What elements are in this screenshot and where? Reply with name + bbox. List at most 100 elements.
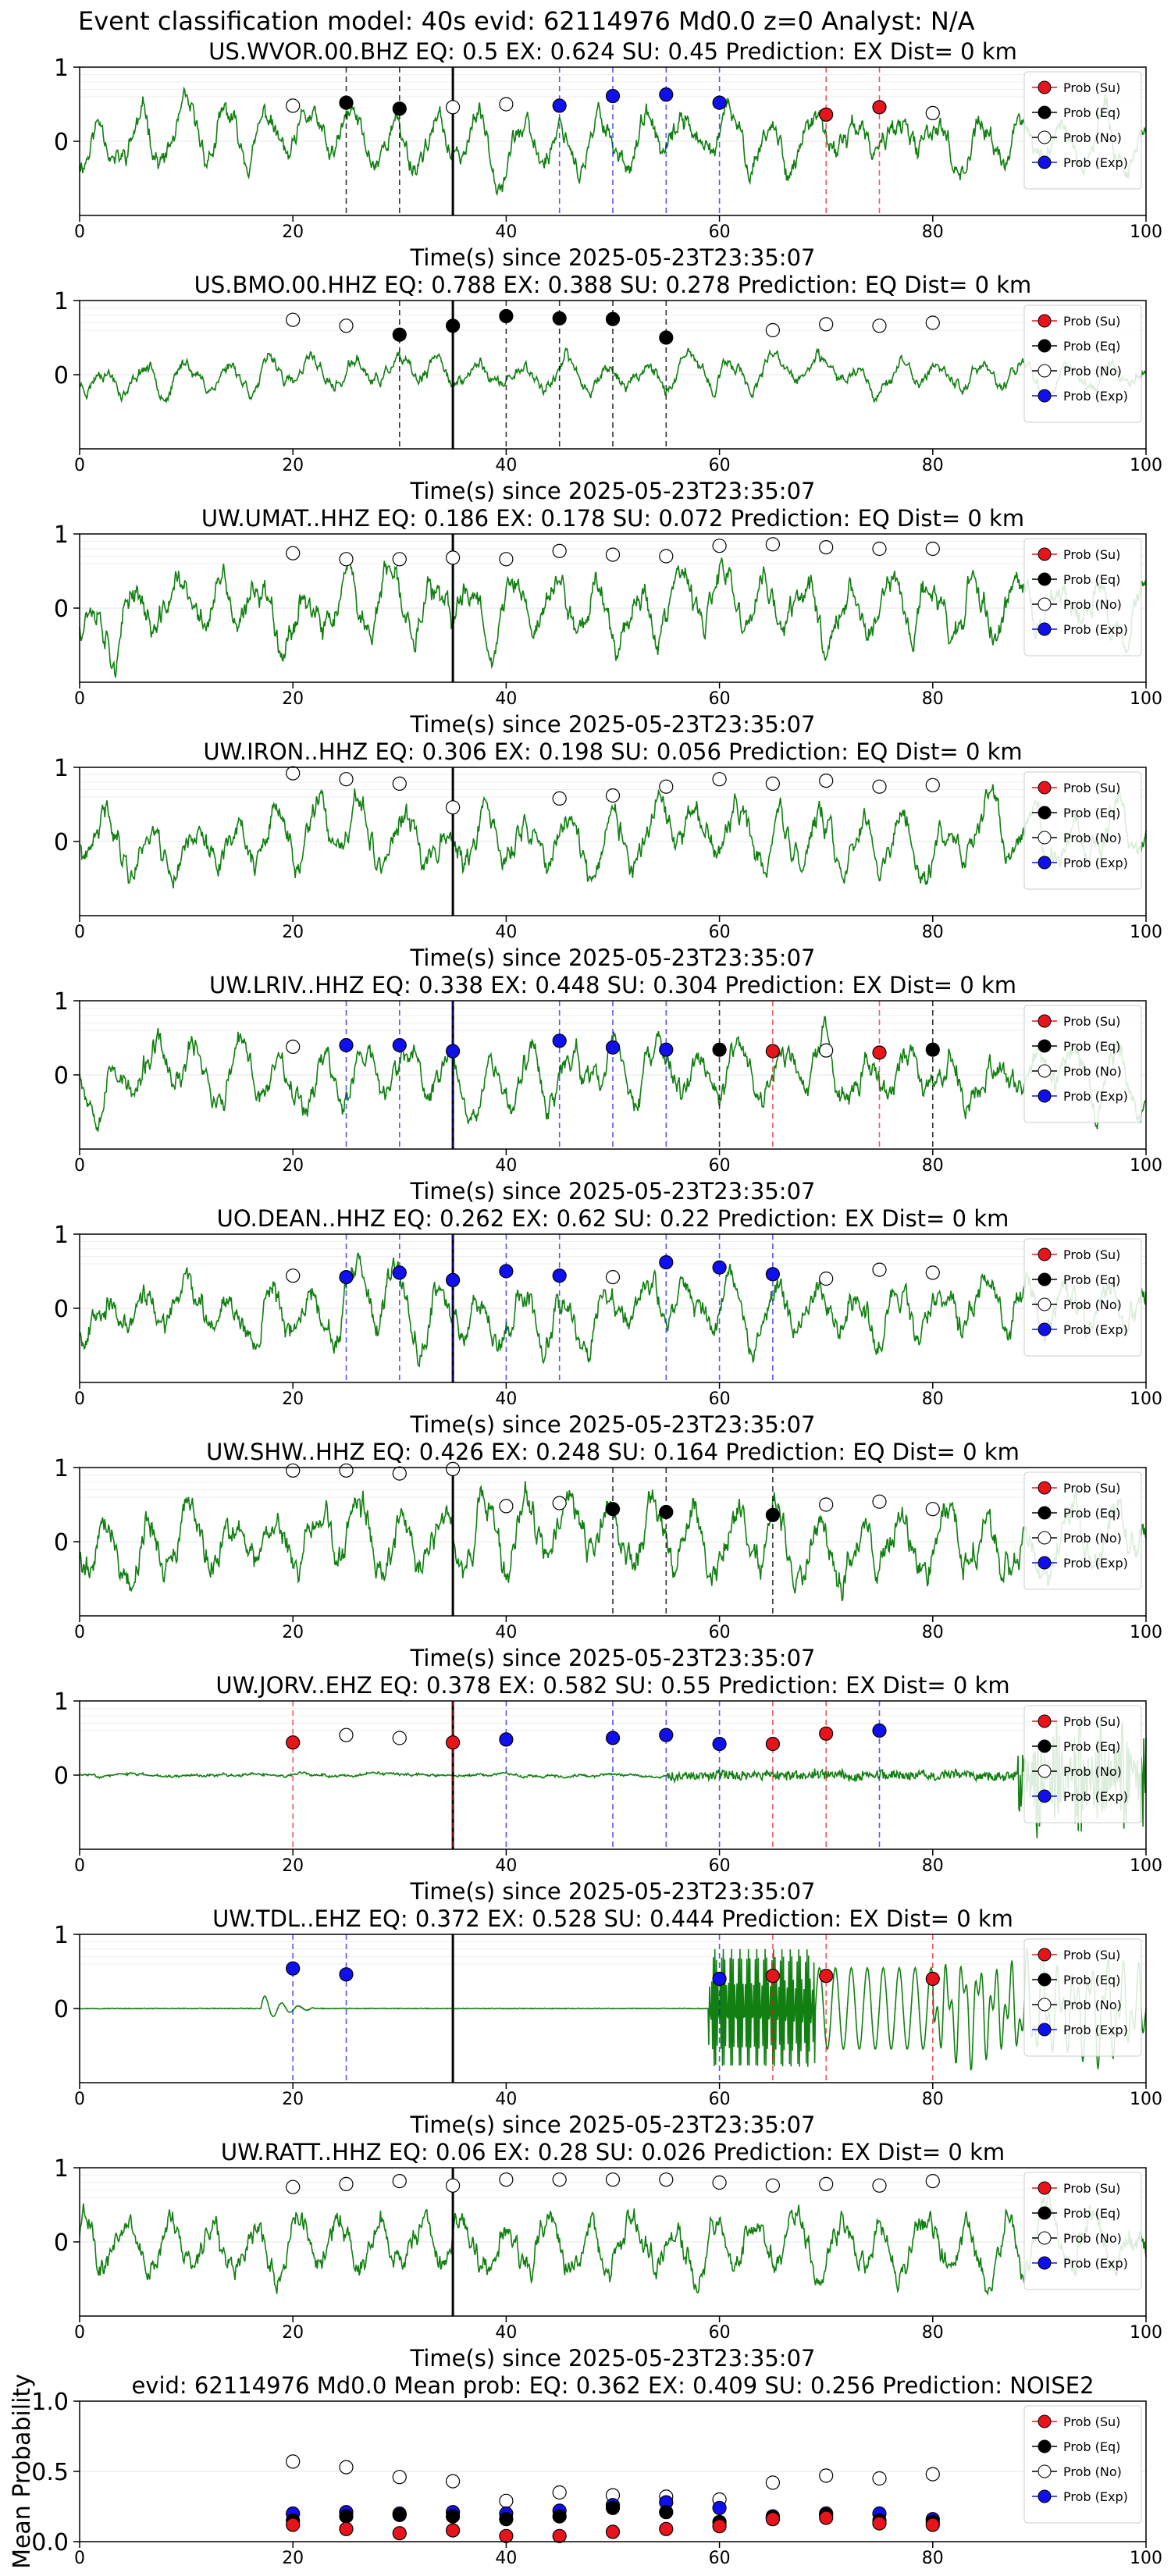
prob-marker-no bbox=[286, 2179, 301, 2194]
prob-marker-no bbox=[605, 1269, 621, 1285]
y-tick-label: 0 bbox=[54, 829, 69, 856]
legend-label: Prob (No) bbox=[1063, 1998, 1122, 2012]
legend-marker bbox=[1038, 155, 1052, 169]
legend-box bbox=[1023, 1471, 1142, 1590]
x-tick-label: 40 bbox=[495, 2090, 517, 2109]
y-tick-label: 1 bbox=[54, 988, 69, 1016]
prob-marker-eq bbox=[605, 1502, 621, 1517]
x-tick-label: 80 bbox=[922, 2549, 944, 2568]
mean-prob-point bbox=[605, 2500, 621, 2515]
prob-marker-exp bbox=[712, 1260, 727, 1275]
legend-marker bbox=[1038, 1714, 1052, 1728]
prob-marker-no bbox=[872, 1262, 887, 1277]
legend-marker bbox=[1038, 2231, 1052, 2245]
mean-prob-point bbox=[925, 2517, 940, 2532]
prob-marker-no bbox=[445, 550, 461, 565]
legend-marker bbox=[1038, 1764, 1052, 1778]
x-tick-label: 80 bbox=[922, 689, 944, 709]
mean-prob-point bbox=[552, 2485, 567, 2500]
prob-marker-exp bbox=[712, 95, 727, 110]
legend-label: Prob (Su) bbox=[1063, 547, 1120, 562]
chart-panel-7: UW.SHW..HHZ EQ: 0.426 EX: 0.248 SU: 0.16… bbox=[54, 1439, 1162, 1671]
y-tick-label: 0 bbox=[54, 362, 69, 390]
prob-marker-no bbox=[712, 772, 727, 787]
x-tick-label: 80 bbox=[922, 2090, 944, 2109]
legend-box bbox=[1023, 771, 1142, 890]
prob-marker-exp bbox=[499, 1732, 514, 1747]
prob-marker-exp bbox=[445, 1044, 461, 1059]
x-tick-label: 20 bbox=[282, 689, 304, 709]
legend-label: Prob (Su) bbox=[1063, 1247, 1120, 1262]
prob-marker-no bbox=[286, 1268, 301, 1283]
panel-title: US.BMO.00.HHZ EQ: 0.788 EX: 0.388 SU: 0.… bbox=[194, 272, 1032, 298]
prob-marker-no bbox=[499, 2172, 514, 2187]
panel-title: UW.SHW..HHZ EQ: 0.426 EX: 0.248 SU: 0.16… bbox=[206, 1439, 1020, 1465]
x-tick-label: 100 bbox=[1130, 2323, 1162, 2343]
x-tick-label: 0 bbox=[74, 2549, 85, 2568]
legend-box bbox=[1023, 304, 1142, 423]
x-tick-label: 0 bbox=[74, 1156, 85, 1176]
x-tick-label: 20 bbox=[282, 2090, 304, 2109]
prob-marker-no bbox=[659, 549, 674, 564]
legend-label: Prob (No) bbox=[1063, 597, 1122, 612]
legend-marker bbox=[1038, 1039, 1052, 1053]
legend-marker bbox=[1038, 1789, 1052, 1803]
x-tick-label: 60 bbox=[709, 2323, 731, 2343]
x-tick-label: 80 bbox=[922, 456, 944, 475]
mean-prob-point bbox=[872, 2516, 887, 2531]
y-tick-label: 1 bbox=[54, 1222, 69, 1249]
x-tick-label: 100 bbox=[1130, 222, 1162, 242]
legend-label: Prob (Exp) bbox=[1063, 622, 1128, 637]
legend-label: Prob (Exp) bbox=[1063, 2023, 1128, 2037]
legend-label: Prob (Exp) bbox=[1063, 1556, 1128, 1571]
prob-marker-no bbox=[765, 776, 781, 792]
prob-marker-no bbox=[872, 318, 887, 333]
x-tick-label: 0 bbox=[74, 689, 85, 709]
prob-marker-no bbox=[819, 1271, 834, 1286]
y-tick-label: 0 bbox=[54, 1062, 69, 1090]
legend-marker bbox=[1038, 1973, 1052, 1987]
x-tick-label: 60 bbox=[709, 689, 731, 709]
y-tick-label: 1 bbox=[54, 288, 69, 315]
y-tick-label: 0 bbox=[54, 2229, 69, 2257]
x-tick-label: 40 bbox=[495, 1623, 517, 1642]
legend-label: Prob (Eq) bbox=[1063, 105, 1120, 120]
legend-box bbox=[1023, 1238, 1142, 1357]
prob-marker-no bbox=[552, 543, 567, 558]
legend-marker bbox=[1038, 2023, 1052, 2037]
legend-marker bbox=[1038, 2256, 1052, 2270]
prob-marker-no bbox=[712, 2175, 727, 2190]
x-tick-label: 100 bbox=[1130, 456, 1162, 475]
legend-label: Prob (Eq) bbox=[1063, 1739, 1120, 1754]
chart-panel-11: evid: 62114976 Md0.0 Mean prob: EQ: 0.36… bbox=[9, 2372, 1162, 2569]
y-tick-label: 1 bbox=[54, 2155, 69, 2183]
prob-marker-su bbox=[765, 1737, 781, 1752]
x-tick-label: 80 bbox=[922, 1156, 944, 1176]
legend-label: Prob (Su) bbox=[1063, 1481, 1120, 1496]
panel-title: evid: 62114976 Md0.0 Mean prob: EQ: 0.36… bbox=[131, 2372, 1094, 2399]
chart-panel-10: UW.RATT..HHZ EQ: 0.06 EX: 0.28 SU: 0.026… bbox=[54, 2139, 1162, 2371]
legend-label: Prob (Su) bbox=[1063, 314, 1120, 329]
prob-marker-eq bbox=[445, 318, 461, 333]
mean-prob-point bbox=[872, 2471, 887, 2486]
prob-marker-eq bbox=[659, 1504, 674, 1520]
y-tick-label: 1.0 bbox=[31, 2389, 69, 2416]
x-tick-label: 40 bbox=[495, 689, 517, 709]
legend-label: Prob (Eq) bbox=[1063, 806, 1120, 820]
legend-label: Prob (Eq) bbox=[1063, 1506, 1120, 1521]
mean-prob-point bbox=[445, 2509, 461, 2524]
mean-prob-point bbox=[286, 2454, 301, 2469]
waveform-trace bbox=[79, 1252, 1147, 1368]
prob-marker-no bbox=[925, 315, 940, 330]
y-tick-label: 1 bbox=[54, 1688, 69, 1716]
x-tick-label: 20 bbox=[282, 456, 304, 475]
x-tick-label: 0 bbox=[74, 1389, 85, 1409]
legend-marker bbox=[1038, 2181, 1052, 2195]
prob-marker-exp bbox=[712, 1737, 727, 1752]
legend-marker bbox=[1038, 1297, 1052, 1311]
chart-panel-8: UW.JORV..EHZ EQ: 0.378 EX: 0.582 SU: 0.5… bbox=[54, 1672, 1162, 1905]
chart-panel-6: UO.DEAN..HHZ EQ: 0.262 EX: 0.62 SU: 0.22… bbox=[54, 1205, 1162, 1438]
mean-prob-point bbox=[552, 2528, 567, 2543]
x-axis-label: Time(s) since 2025-05-23T23:35:07 bbox=[410, 1878, 816, 1905]
prob-marker-no bbox=[925, 777, 940, 792]
